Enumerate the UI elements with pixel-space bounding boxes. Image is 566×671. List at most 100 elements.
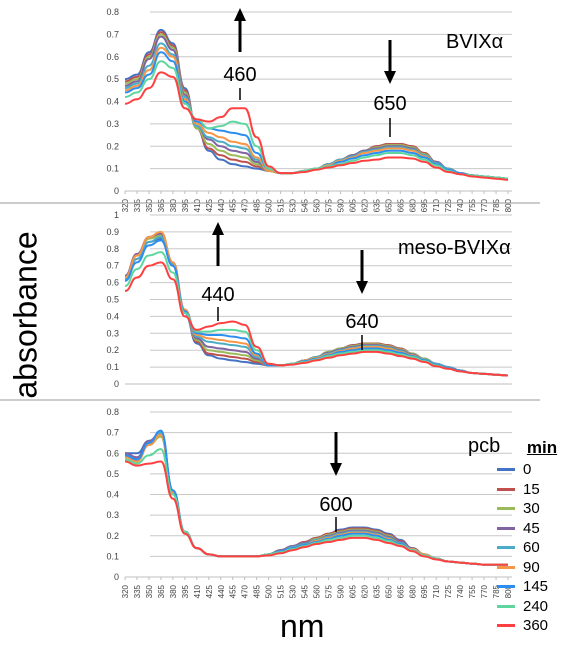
legend-entry-30: 30 — [497, 499, 566, 519]
legend-entry-145: 145 — [497, 577, 566, 597]
annotation-label: 600 — [319, 494, 352, 516]
x-tick-label: 365 — [157, 584, 166, 598]
x-tick-label: 635 — [372, 198, 381, 212]
y-tick-label: 0 — [114, 572, 119, 582]
series-line-240min — [124, 60, 509, 180]
x-tick-label: 530 — [289, 198, 298, 212]
y-tick-label: 0.4 — [106, 97, 119, 107]
legend-swatch — [497, 487, 515, 491]
x-tick-label: 620 — [360, 198, 369, 212]
series-line-360min — [124, 261, 509, 377]
legend-label: 360 — [523, 617, 549, 635]
x-tick-label: 455 — [229, 198, 238, 212]
series-line-15min — [124, 433, 509, 566]
x-tick-label: 680 — [408, 198, 417, 212]
panel-title: pcb — [468, 435, 500, 457]
y-tick-label: 0.3 — [106, 328, 119, 338]
series-line-360min — [124, 460, 509, 566]
x-tick-label: 470 — [241, 198, 250, 212]
x-axis-title: nm — [280, 608, 325, 644]
x-tick-label: 485 — [253, 198, 262, 212]
legend-entry-360: 360 — [497, 616, 566, 636]
x-tick-label: 695 — [420, 584, 429, 598]
x-tick-label: 620 — [360, 584, 369, 598]
arrow-head — [234, 8, 246, 21]
x-tick-label: 350 — [145, 584, 154, 598]
x-tick-label: 485 — [253, 584, 262, 598]
x-tick-label: 560 — [313, 584, 322, 598]
y-tick-label: 0.2 — [106, 531, 119, 541]
legend-swatch — [497, 546, 515, 550]
y-tick-label: 0.7 — [106, 29, 119, 39]
x-tick-label: 515 — [277, 584, 286, 598]
x-tick-label: 575 — [324, 198, 333, 212]
legend-entry-60: 60 — [497, 538, 566, 558]
y-tick-label: 0.8 — [106, 244, 119, 254]
legend-entries: 0 15 30 45 60 90 145 240 360 — [497, 460, 566, 636]
series-line-360min — [124, 71, 509, 181]
x-tick-label: 350 — [145, 198, 154, 212]
x-tick-label: 590 — [336, 198, 345, 212]
y-tick-label: 0.5 — [106, 295, 119, 305]
x-tick-label: 725 — [444, 198, 453, 212]
y-tick-label: 0.2 — [106, 141, 119, 151]
y-tick-label: 0.5 — [106, 469, 119, 479]
legend-label: 145 — [523, 578, 549, 596]
chart-panel-1: 0 0.1 0.2 0.3 0.4 0.5 0.6 0.7 0.8 320 335 350 365 380… — [106, 7, 513, 212]
y-tick-label: 0.4 — [106, 490, 119, 500]
x-tick-label: 755 — [468, 584, 477, 598]
x-tick-label: 710 — [432, 584, 441, 598]
series-line-90min — [124, 433, 509, 566]
legend-label: 240 — [523, 597, 549, 615]
legend-entry-90: 90 — [497, 558, 566, 578]
x-tick-label: 605 — [348, 198, 357, 212]
x-tick-label: 680 — [408, 584, 417, 598]
x-tick-label: 710 — [432, 198, 441, 212]
x-tick-label: 635 — [372, 584, 381, 598]
annotation-650: 650 — [373, 40, 407, 137]
panel-title: BVIXα — [446, 31, 503, 53]
x-tick-label: 395 — [181, 198, 190, 212]
legend-swatch — [497, 624, 515, 628]
x-tick-label: 575 — [324, 584, 333, 598]
legend-entry-45: 45 — [497, 519, 566, 539]
annotation-440: 440 — [201, 222, 235, 321]
x-tick-label: 785 — [492, 198, 501, 212]
x-tick-label: 335 — [133, 584, 142, 598]
x-tick-label: 785 — [492, 584, 501, 598]
legend-swatch — [497, 585, 515, 589]
annotation-460: 460 — [223, 8, 257, 100]
y-tick-label: 0.7 — [106, 428, 119, 438]
legend-label: 90 — [523, 558, 540, 576]
annotation-600: 600 — [319, 432, 353, 532]
x-tick-label: 530 — [289, 584, 298, 598]
x-tick-label: 800 — [504, 198, 513, 212]
legend-entry-0: 0 — [497, 460, 566, 480]
y-tick-label: 0.8 — [106, 7, 119, 17]
y-tick-label: 0.6 — [106, 448, 119, 458]
annotation-label: 440 — [201, 284, 234, 306]
x-tick-label: 605 — [348, 584, 357, 598]
x-tick-label: 545 — [301, 198, 310, 212]
annotation-label: 640 — [345, 311, 378, 333]
y-tick-label: 0.7 — [106, 261, 119, 271]
x-tick-label: 320 — [121, 198, 130, 212]
x-tick-label: 380 — [169, 198, 178, 212]
legend-swatch — [497, 468, 515, 472]
x-tick-label: 320 — [121, 584, 130, 598]
x-tick-label: 440 — [217, 584, 226, 598]
x-tick-label: 770 — [480, 198, 489, 212]
series-line-30min — [124, 435, 509, 566]
legend-label: 60 — [523, 539, 540, 557]
legend-label: 15 — [523, 480, 540, 498]
y-tick-label: 0.1 — [106, 362, 119, 372]
y-tick-label: 0.9 — [106, 227, 119, 237]
x-tick-label: 560 — [313, 198, 322, 212]
arrow-head — [384, 71, 396, 84]
x-tick-label: 545 — [301, 584, 310, 598]
x-tick-label: 770 — [480, 584, 489, 598]
legend-swatch — [497, 604, 515, 608]
x-tick-label: 650 — [384, 584, 393, 598]
